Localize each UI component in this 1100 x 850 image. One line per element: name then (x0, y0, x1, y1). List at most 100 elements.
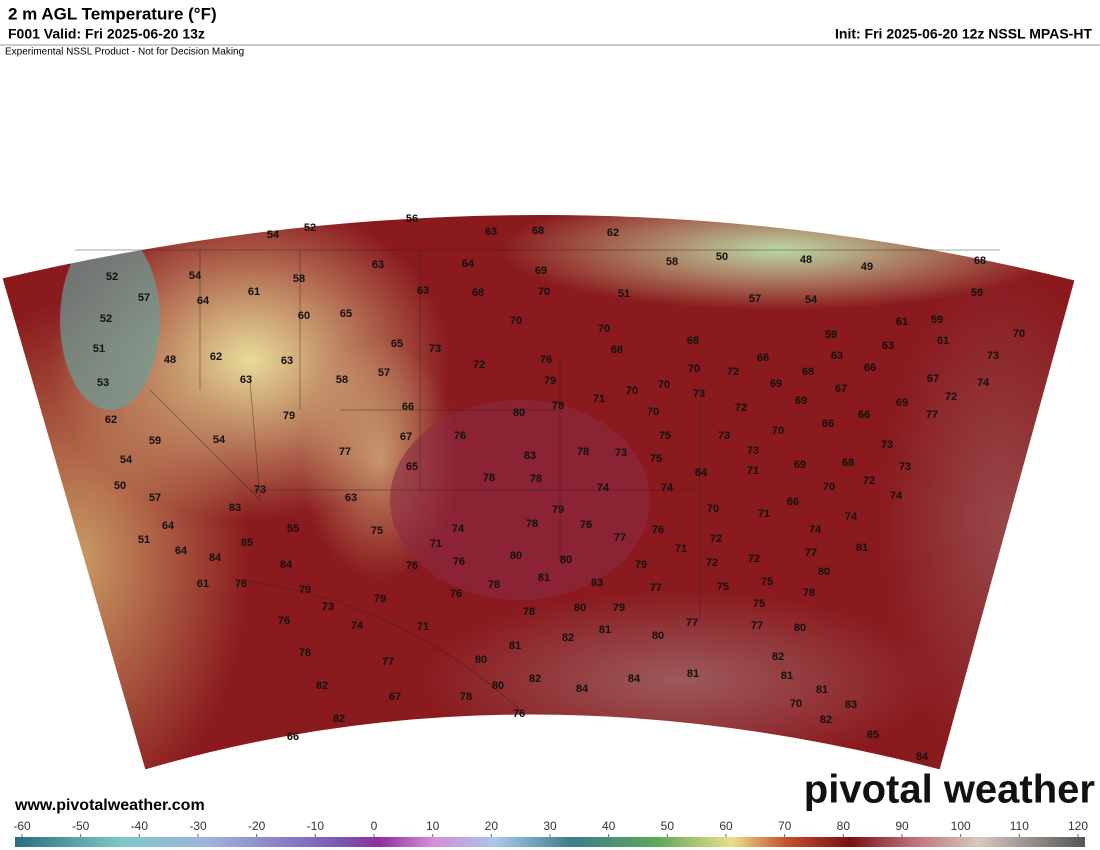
station-temp: 83 (591, 577, 603, 589)
colorbar-tick-label: 20 (485, 819, 499, 833)
station-temp: 66 (757, 352, 769, 364)
station-temp: 72 (863, 475, 875, 487)
station-temp: 68 (472, 287, 484, 299)
station-temp: 71 (747, 465, 759, 477)
station-temp: 63 (372, 259, 384, 271)
station-temp: 70 (823, 481, 835, 493)
station-temp: 77 (614, 532, 626, 544)
station-temp: 70 (772, 425, 784, 437)
station-temp: 82 (562, 632, 574, 644)
station-temp: 73 (693, 388, 705, 400)
station-temp: 81 (509, 640, 521, 652)
borders (75, 249, 1000, 711)
domain-outline (1, 214, 1076, 771)
station-temp: 77 (751, 620, 763, 632)
station-temp: 48 (800, 254, 812, 266)
station-temp: 68 (842, 457, 854, 469)
station-temp: 80 (513, 407, 525, 419)
station-temp: 85 (867, 729, 879, 741)
station-temp: 79 (635, 559, 647, 571)
station-temp: 66 (822, 418, 834, 430)
station-temp: 79 (544, 375, 556, 387)
station-temp: 48 (164, 354, 176, 366)
station-temp: 75 (650, 453, 662, 465)
station-temp: 84 (576, 683, 589, 695)
colorbar-tick-label: -30 (189, 819, 207, 833)
logo: pivotal weather (804, 768, 1095, 812)
station-temp: 63 (345, 492, 357, 504)
station-temp: 78 (488, 579, 500, 591)
station-temp: 84 (209, 552, 222, 564)
colorbar-tick-label: 0 (371, 819, 378, 833)
station-temp: 73 (718, 430, 730, 442)
station-temp: 69 (770, 378, 782, 390)
station-temp: 75 (371, 525, 383, 537)
colorbar-tick-label: 40 (602, 819, 616, 833)
title: 2 m AGL Temperature (°F) (8, 4, 217, 23)
station-temp: 78 (577, 446, 589, 458)
station-temp: 77 (650, 582, 662, 594)
colorbar-tick-label: -60 (13, 819, 31, 833)
station-temp: 69 (794, 459, 806, 471)
station-temp: 66 (858, 409, 870, 421)
colorbar-tick-label: -10 (307, 819, 325, 833)
station-temp: 63 (882, 340, 894, 352)
station-temp: 77 (382, 656, 394, 668)
station-temp: 74 (977, 377, 990, 389)
station-temp: 77 (805, 547, 817, 559)
station-temp: 63 (281, 355, 293, 367)
station-temp: 49 (861, 261, 873, 273)
station-temp: 77 (339, 446, 351, 458)
colorbar-tick-label: 70 (778, 819, 792, 833)
station-temp: 75 (753, 598, 765, 610)
station-temp: 70 (598, 323, 610, 335)
station-temp: 68 (974, 255, 986, 267)
station-temp: 79 (613, 602, 625, 614)
station-temp: 52 (100, 313, 112, 325)
station-temp: 79 (374, 593, 386, 605)
station-temp: 76 (540, 354, 552, 366)
site-url: www.pivotalweather.com (14, 797, 205, 814)
station-temp: 70 (647, 406, 659, 418)
station-temp: 77 (686, 617, 698, 629)
colorbar-tick-label: 60 (719, 819, 733, 833)
station-temp: 78 (552, 400, 564, 412)
station-temp: 82 (333, 713, 345, 725)
station-temp: 78 (526, 518, 538, 530)
station-temp: 54 (120, 454, 133, 466)
station-temp: 71 (593, 393, 605, 405)
station-temp: 66 (402, 401, 414, 413)
station-temp: 56 (406, 213, 418, 225)
station-temp: 50 (114, 480, 126, 492)
station-temp: 54 (805, 294, 818, 306)
station-temp: 61 (197, 578, 209, 590)
colorbar-tick-label: -40 (131, 819, 149, 833)
station-temp: 59 (971, 287, 983, 299)
station-temp: 59 (931, 314, 943, 326)
station-temp: 73 (747, 445, 759, 457)
station-temp: 63 (831, 350, 843, 362)
station-temp: 82 (529, 673, 541, 685)
station-temp: 77 (926, 409, 938, 421)
station-temp: 74 (351, 620, 364, 632)
station-temp: 52 (304, 222, 316, 234)
station-temp: 61 (937, 335, 949, 347)
station-temp: 75 (659, 430, 671, 442)
station-temp: 70 (1013, 328, 1025, 340)
colorbar (15, 837, 1085, 847)
station-temp: 72 (473, 359, 485, 371)
station-temp: 81 (816, 684, 828, 696)
station-temp: 51 (93, 343, 105, 355)
station-temp: 69 (535, 265, 547, 277)
station-temp: 70 (626, 385, 638, 397)
station-temp: 72 (748, 553, 760, 565)
station-temp: 82 (820, 714, 832, 726)
station-temp: 59 (149, 435, 161, 447)
station-temp: 59 (825, 329, 837, 341)
colorbar-tick-label: 120 (1068, 819, 1088, 833)
station-temp: 76 (453, 556, 465, 568)
station-temp: 73 (322, 601, 334, 613)
station-temp: 72 (706, 557, 718, 569)
